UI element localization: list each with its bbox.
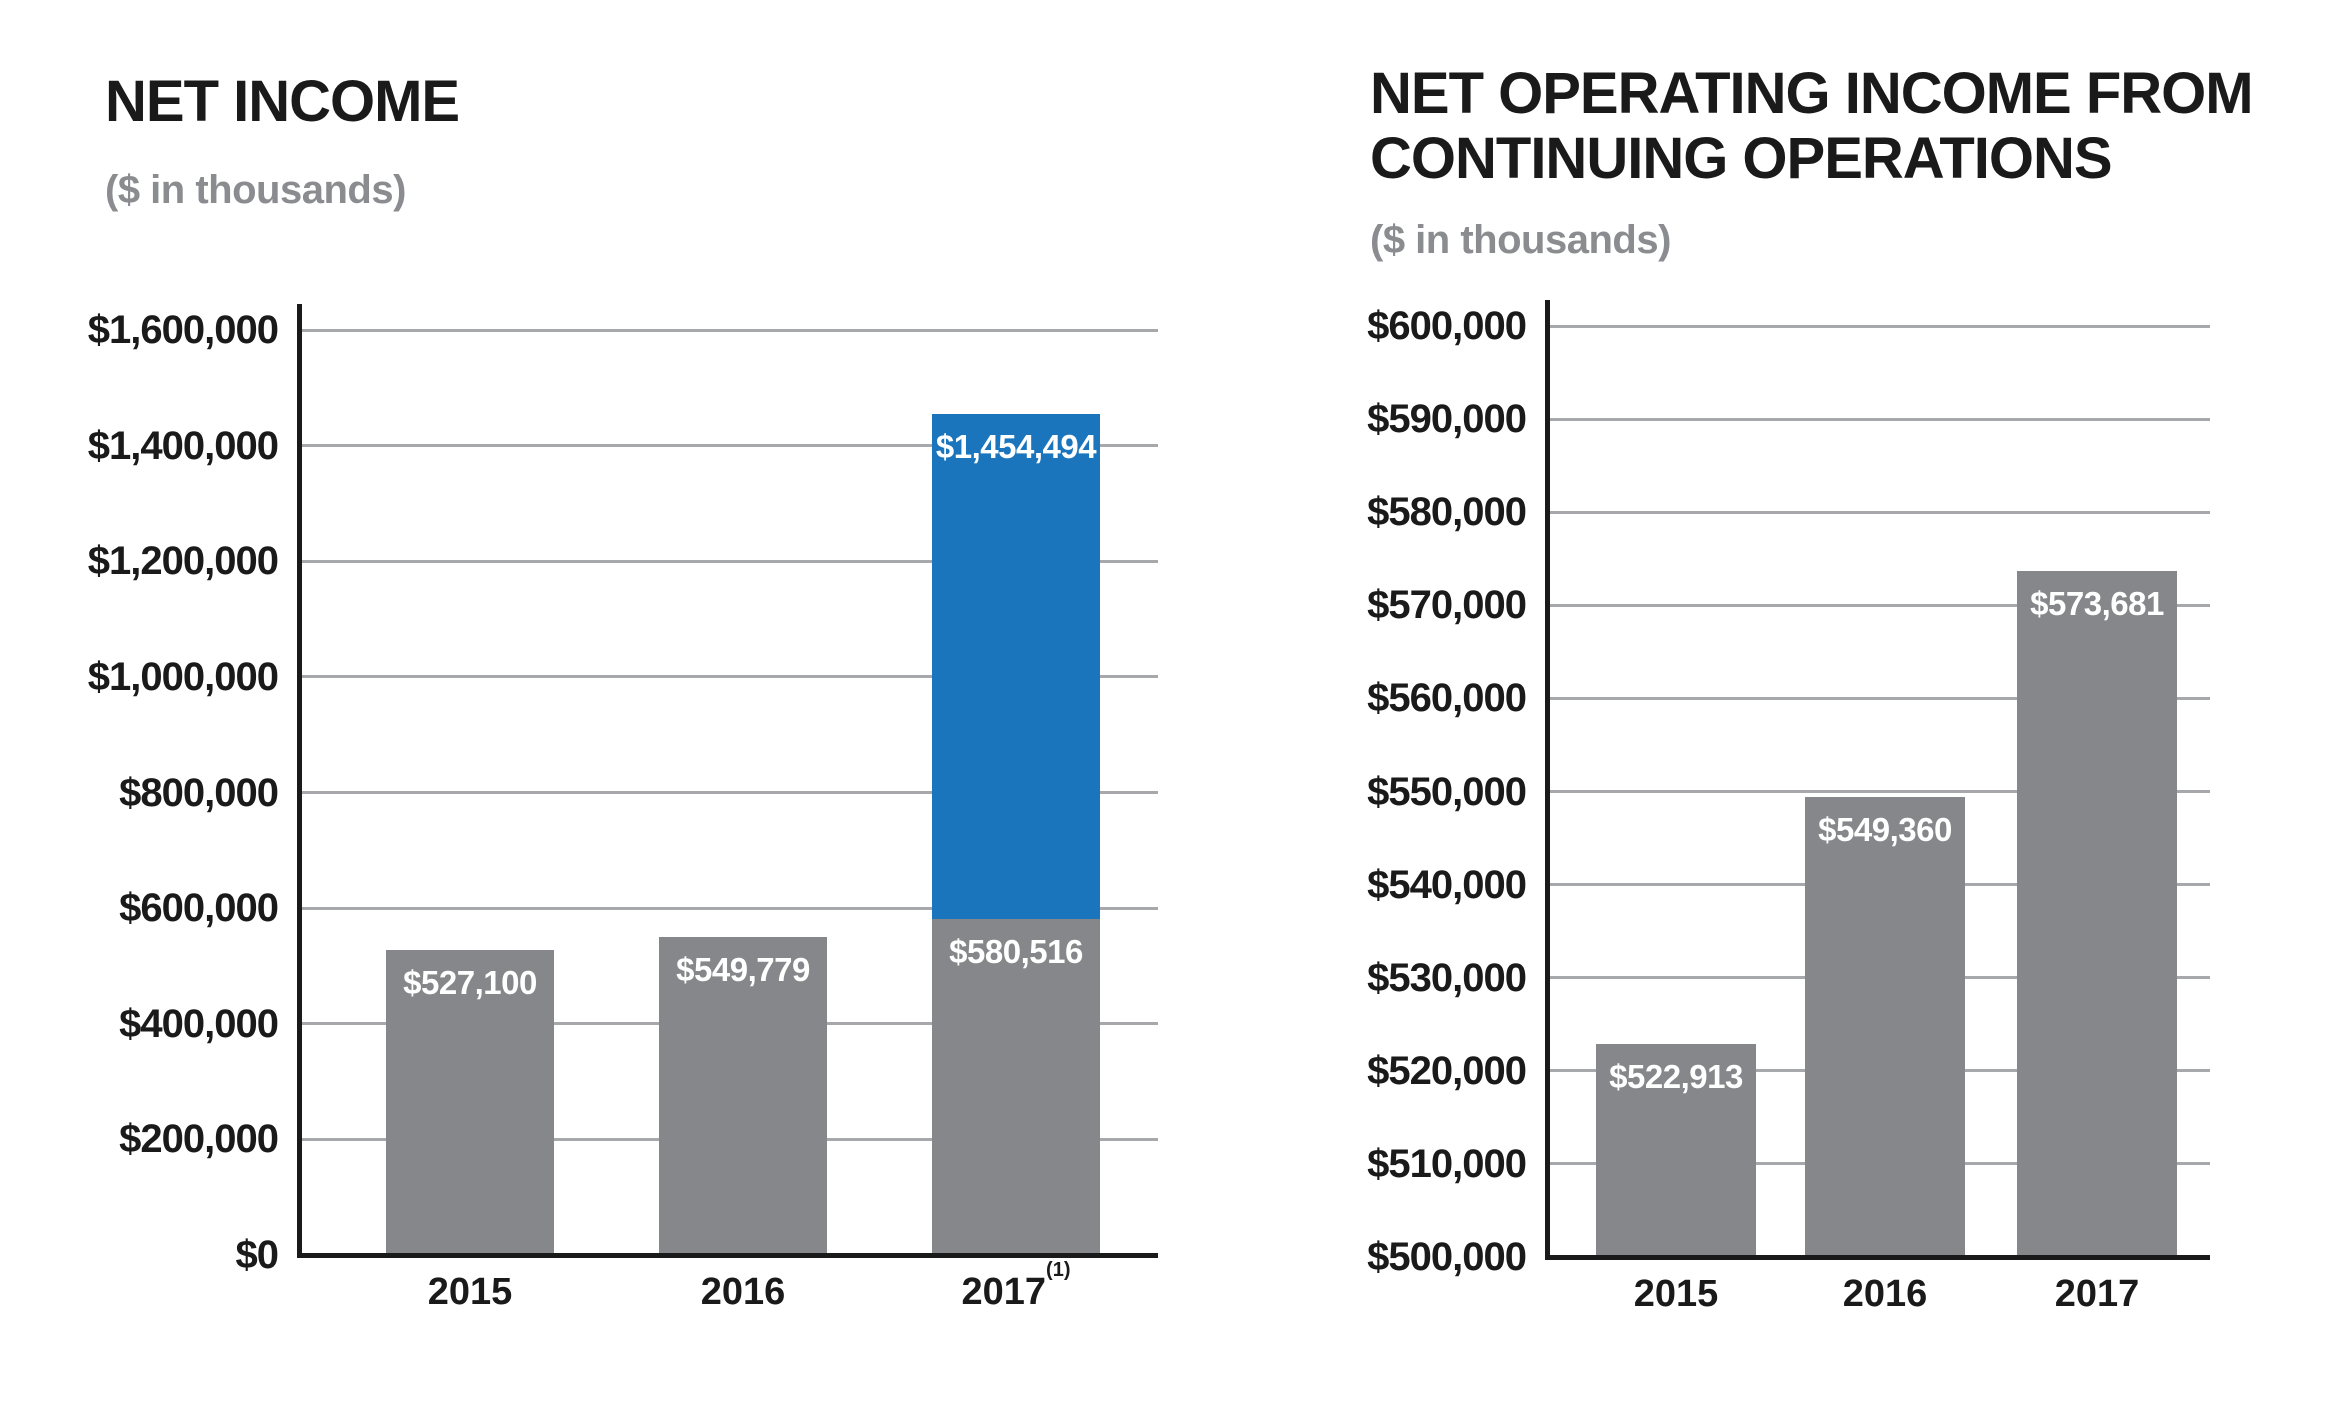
gridline (1548, 324, 2210, 328)
gridline (300, 675, 1158, 679)
x-axis-label-2015: 2015 (360, 1271, 580, 1314)
y-axis-tick-label: $550,000 (1367, 769, 1527, 814)
category-year-label: 2017 (961, 1271, 1047, 1313)
x-axis-label-2015: 2015 (1566, 1273, 1786, 1316)
net-income-chart-subtitle: ($ in thousands) (105, 168, 406, 212)
gridline (1548, 696, 2210, 700)
net-income-plot-area: $1,600,000 $1,400,000 $1,200,000 $1,000,000… (88, 304, 1158, 1313)
net-income-chart-title: NET INCOME (105, 69, 460, 135)
x-axis-line (297, 1252, 1158, 1258)
bar-value-label: $522,913 (1609, 1057, 1743, 1095)
bar-2017-blue-segment: $1,454,494 (932, 414, 1100, 920)
x-axis-label-2017: 2017 (1987, 1273, 2207, 1316)
bar-value-label: $527,100 (403, 964, 537, 1002)
x-axis-label-2017: 2017(1) (906, 1259, 1126, 1314)
net-operating-income-plot-area: $600,000 $590,000 $580,000 $570,000 $560,000… (1367, 300, 2210, 1315)
bar-2016-gray-segment: $549,360 (1805, 797, 1965, 1257)
y-axis-tick-label: $510,000 (1367, 1141, 1527, 1186)
bar-2017-gray-segment: $573,681 (2017, 571, 2177, 1257)
gridline (1548, 603, 2210, 607)
gridline (1548, 417, 2210, 421)
category-year-label: 2015 (427, 1271, 513, 1313)
category-footnote-marker: (1) (1046, 1259, 1071, 1282)
x-axis-label-2016: 2016 (633, 1271, 853, 1314)
y-axis-tick-label: $1,000,000 (87, 654, 279, 699)
category-year-label: 2017 (2054, 1273, 2140, 1315)
bar-2015-gray-segment: $522,913 (1596, 1043, 1756, 1257)
gridline (1548, 790, 2210, 793)
y-axis-tick-label: $570,000 (1367, 583, 1527, 628)
y-axis-tick-label: $1,200,000 (87, 539, 279, 584)
y-axis-tick-label: $600,000 (119, 886, 279, 931)
y-axis-tick-label: $0 (235, 1233, 280, 1277)
net-operating-income-chart-title: NET OPERATING INCOME FROM CONTINUING OPE… (1370, 61, 2254, 192)
y-axis-tick-label: $580,000 (1367, 490, 1527, 535)
chart-title-line: CONTINUING OPERATIONS (1370, 125, 2113, 191)
gridline (1548, 510, 2210, 514)
bar-value-label: $580,516 (949, 933, 1083, 971)
bar-2015-gray-segment: $527,100 (386, 950, 554, 1255)
gridline (300, 444, 1158, 448)
x-axis-line (1545, 1254, 2210, 1260)
category-year-label: 2015 (1633, 1273, 1719, 1315)
category-year-label: 2016 (700, 1271, 786, 1313)
y-axis-tick-label: $520,000 (1367, 1048, 1527, 1093)
bar-2016-gray-segment: $549,779 (659, 937, 827, 1255)
y-axis-tick-label: $500,000 (1367, 1235, 1527, 1279)
y-axis-line (297, 304, 302, 1258)
gridline (300, 791, 1158, 794)
gridline (300, 906, 1158, 910)
bar-value-label: $549,360 (1818, 811, 1952, 849)
net-operating-income-chart-subtitle: ($ in thousands) (1370, 218, 1671, 262)
y-axis-tick-label: $1,600,000 (87, 308, 279, 352)
x-axis-label-2016: 2016 (1775, 1273, 1995, 1316)
bar-value-label: $549,779 (676, 951, 810, 989)
y-axis-tick-label: $1,400,000 (87, 423, 279, 468)
y-axis-tick-label: $560,000 (1367, 676, 1527, 721)
y-axis-tick-label: $800,000 (119, 770, 279, 815)
gridline (300, 328, 1158, 332)
y-axis-tick-label: $530,000 (1367, 955, 1527, 1000)
y-axis-tick-label: $200,000 (119, 1117, 279, 1162)
chart-title-line: NET INCOME (105, 69, 460, 134)
y-axis-tick-label: $540,000 (1367, 862, 1527, 907)
y-axis-line (1545, 300, 1550, 1260)
y-axis-tick-label: $600,000 (1367, 304, 1527, 348)
chart-title-line: NET OPERATING INCOME FROM (1370, 61, 2254, 126)
y-axis-tick-label: $400,000 (119, 1001, 279, 1046)
bar-value-label: $1,454,494 (935, 428, 1097, 466)
category-year-label: 2016 (1842, 1273, 1928, 1315)
y-axis-tick-label: $590,000 (1367, 397, 1527, 442)
gridline (300, 559, 1158, 563)
bar-2017-gray-segment: $580,516 (932, 919, 1100, 1255)
bar-value-label: $573,681 (2030, 585, 2164, 623)
